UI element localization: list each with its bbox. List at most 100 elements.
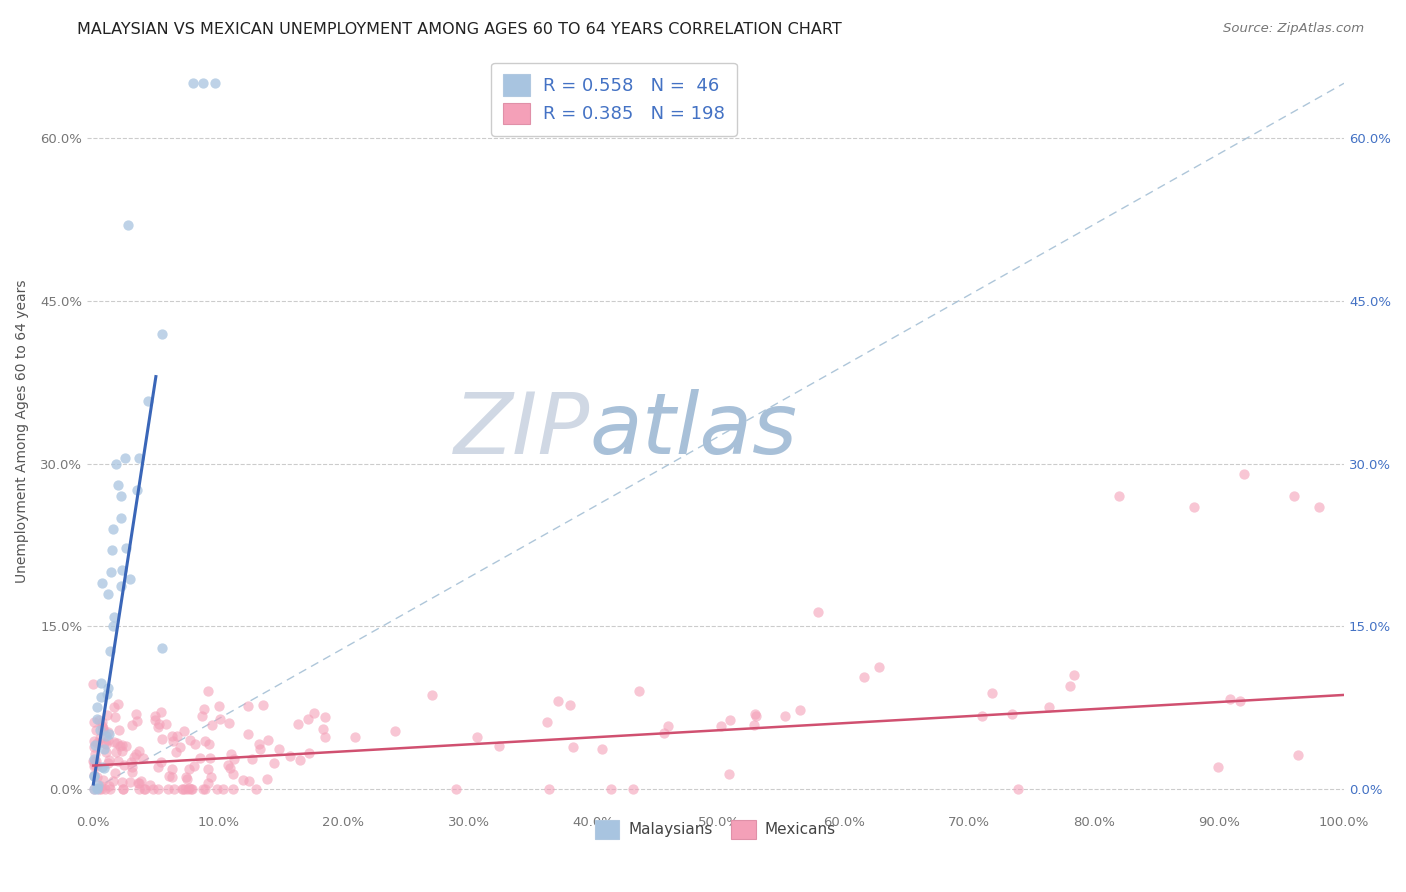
Point — [197, 775, 219, 789]
Point — [256, 772, 278, 787]
Point — [1206, 760, 1229, 774]
Point — [193, 782, 215, 797]
Point — [146, 721, 169, 735]
Point — [111, 739, 134, 753]
Point — [139, 778, 162, 792]
Point — [84, 755, 107, 769]
Point — [150, 755, 173, 769]
Point — [86, 723, 108, 738]
Point — [312, 723, 335, 737]
Point — [83, 769, 105, 783]
Point — [538, 782, 561, 797]
Point — [789, 703, 811, 717]
Point — [115, 739, 138, 753]
Point — [82, 677, 104, 691]
Point — [193, 782, 215, 797]
Point — [83, 759, 105, 773]
Point — [562, 740, 585, 755]
Point — [125, 483, 148, 497]
Point — [141, 782, 163, 797]
Point — [104, 457, 127, 471]
Point — [131, 751, 153, 765]
Point — [657, 719, 679, 733]
Point — [150, 326, 173, 341]
Point — [247, 737, 270, 751]
Point — [160, 770, 183, 784]
Point — [101, 543, 124, 558]
Point — [138, 393, 160, 408]
Point — [104, 766, 127, 780]
Point — [83, 767, 105, 781]
Point — [197, 762, 219, 776]
Point — [100, 565, 122, 579]
Point — [191, 708, 214, 723]
Point — [208, 712, 231, 726]
Point — [1007, 782, 1029, 797]
Point — [122, 750, 145, 764]
Point — [112, 782, 135, 797]
Point — [83, 752, 105, 766]
Point — [238, 726, 260, 740]
Point — [89, 723, 111, 738]
Point — [222, 766, 245, 780]
Point — [599, 782, 621, 797]
Point — [82, 754, 104, 768]
Point — [163, 782, 186, 797]
Point — [157, 769, 180, 783]
Point — [83, 755, 105, 769]
Point — [344, 730, 367, 744]
Point — [384, 724, 406, 739]
Point — [744, 706, 766, 721]
Point — [591, 742, 613, 756]
Point — [465, 731, 488, 745]
Point — [132, 782, 155, 797]
Point — [101, 773, 124, 788]
Point — [201, 718, 224, 732]
Point — [852, 670, 875, 684]
Point — [184, 737, 207, 751]
Point — [222, 752, 245, 766]
Point — [1286, 747, 1309, 762]
Point — [111, 563, 134, 577]
Point — [86, 782, 108, 797]
Point — [160, 763, 183, 777]
Text: atlas: atlas — [591, 390, 797, 473]
Point — [143, 708, 166, 723]
Point — [108, 739, 131, 754]
Point — [420, 688, 443, 702]
Point — [162, 734, 184, 748]
Point — [302, 706, 325, 720]
Point — [93, 742, 115, 756]
Point — [86, 780, 108, 795]
Point — [83, 740, 105, 755]
Point — [207, 782, 229, 797]
Point — [710, 719, 733, 733]
Point — [98, 644, 121, 658]
Point — [200, 770, 222, 784]
Point — [86, 758, 108, 772]
Point — [103, 619, 125, 633]
Point — [121, 760, 143, 774]
Point — [150, 731, 173, 746]
Point — [125, 706, 148, 721]
Point — [263, 756, 285, 771]
Point — [114, 451, 136, 466]
Point — [96, 687, 118, 701]
Point — [103, 735, 125, 749]
Point — [1059, 679, 1081, 693]
Point — [117, 218, 139, 232]
Point — [170, 782, 193, 797]
Point — [623, 782, 645, 797]
Point — [86, 712, 108, 726]
Point — [125, 714, 148, 729]
Point — [174, 782, 197, 797]
Point — [547, 694, 569, 708]
Point — [128, 744, 150, 758]
Text: ZIP: ZIP — [454, 390, 591, 473]
Point — [176, 770, 198, 784]
Text: Source: ZipAtlas.com: Source: ZipAtlas.com — [1223, 22, 1364, 36]
Point — [249, 742, 271, 756]
Point — [197, 684, 219, 698]
Point — [238, 774, 260, 789]
Point — [180, 782, 202, 797]
